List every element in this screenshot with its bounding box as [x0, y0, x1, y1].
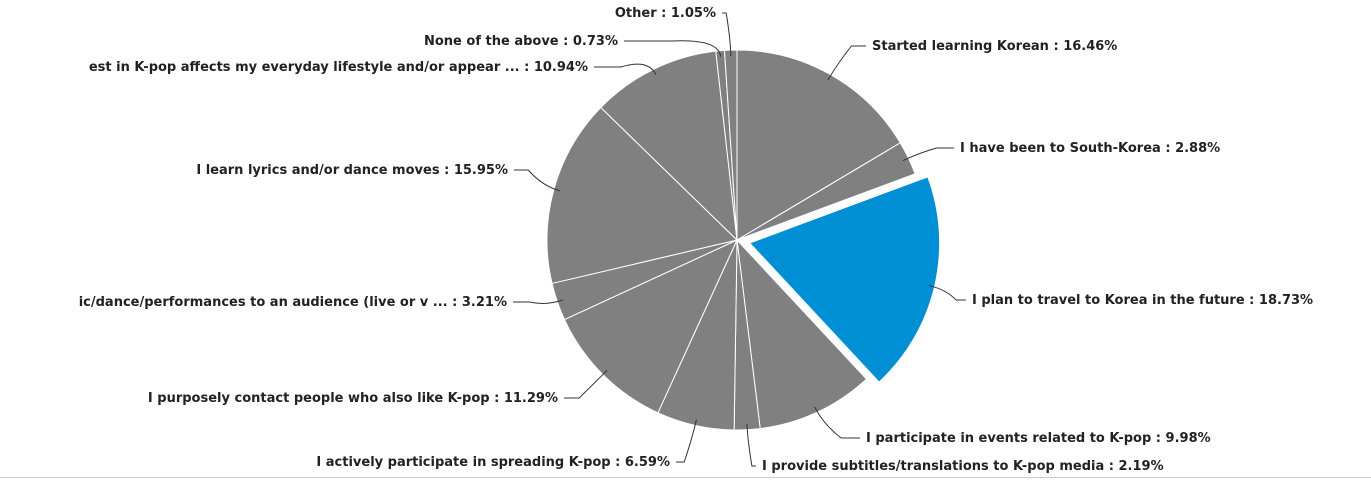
label-category: I participate in events related to K-pop [866, 431, 1151, 446]
label-value: 10.94% [534, 60, 588, 75]
leader-line [928, 284, 966, 301]
label-category: I actively participate in spreading K-po… [316, 455, 610, 470]
label-separator: : [490, 391, 504, 406]
data-label: ic/dance/performances to an audience (li… [79, 295, 507, 310]
label-category: I learn lyrics and/or dance moves [196, 163, 439, 178]
label-separator: : [440, 163, 454, 178]
data-label: I plan to travel to Korea in the future … [972, 293, 1313, 308]
label-category: Started learning Korean [872, 39, 1049, 54]
label-category: I have been to South-Korea [960, 141, 1161, 156]
label-separator: : [448, 295, 462, 310]
leader-line [722, 12, 732, 57]
label-category: I purposely contact people who also like… [148, 391, 490, 406]
leader-line [594, 63, 657, 75]
label-separator: : [1104, 459, 1118, 474]
leader-line [513, 299, 564, 304]
leader-line [514, 169, 560, 192]
label-category: I provide subtitles/translations to K-po… [762, 459, 1104, 474]
label-separator: : [611, 455, 625, 470]
leader-line [564, 369, 608, 399]
data-label: I purposely contact people who also like… [148, 391, 558, 406]
label-value: 2.19% [1119, 459, 1164, 474]
label-separator: : [1245, 293, 1259, 308]
label-value: 16.46% [1063, 39, 1117, 54]
pie-slice [600, 50, 738, 242]
label-value: 18.73% [1259, 293, 1313, 308]
label-separator: : [1049, 39, 1063, 54]
data-label: I provide subtitles/translations to K-po… [762, 459, 1164, 474]
data-label: Started learning Korean : 16.46% [872, 39, 1117, 54]
data-label: est in K-pop affects my everyday lifesty… [89, 60, 588, 75]
leader-line [827, 45, 866, 81]
label-category: ic/dance/performances to an audience (li… [79, 295, 448, 310]
leader-line [902, 147, 954, 162]
label-category: I plan to travel to Korea in the future [972, 293, 1245, 308]
label-value: 1.05% [671, 6, 716, 21]
label-separator: : [1161, 141, 1175, 156]
label-value: 11.29% [504, 391, 558, 406]
label-value: 0.73% [573, 34, 618, 49]
label-separator: : [657, 6, 671, 21]
data-label: None of the above : 0.73% [424, 34, 618, 49]
label-category: est in K-pop affects my everyday lifesty… [89, 60, 520, 75]
label-separator: : [520, 60, 534, 75]
label-value: 9.98% [1166, 431, 1211, 446]
label-value: 15.95% [454, 163, 508, 178]
data-label: Other : 1.05% [615, 6, 716, 21]
data-label: I learn lyrics and/or dance moves : 15.9… [196, 163, 508, 178]
label-value: 2.88% [1175, 141, 1220, 156]
leader-line [624, 40, 722, 57]
label-category: None of the above [424, 34, 559, 49]
label-value: 6.59% [625, 455, 670, 470]
leader-line [746, 423, 756, 467]
data-label: I have been to South-Korea : 2.88% [960, 141, 1220, 156]
label-separator: : [1151, 431, 1165, 446]
label-value: 3.21% [462, 295, 507, 310]
leader-line [676, 419, 697, 463]
data-label: I participate in events related to K-pop… [866, 431, 1211, 446]
data-label: I actively participate in spreading K-po… [316, 455, 670, 470]
leader-line [814, 406, 860, 439]
label-category: Other [615, 6, 657, 21]
label-separator: : [559, 34, 573, 49]
